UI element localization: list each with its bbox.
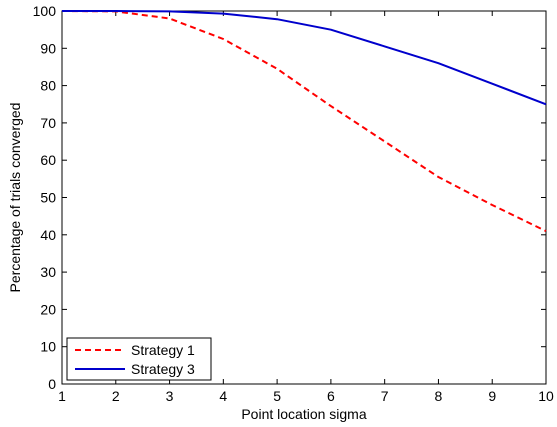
x-tick-label: 8	[435, 388, 443, 404]
plot-axes	[61, 10, 547, 385]
x-tick-label: 4	[219, 388, 227, 404]
legend-box	[66, 337, 212, 381]
series-layer	[61, 10, 547, 232]
x-tick-label: 10	[538, 388, 554, 404]
x-tick-label: 6	[327, 388, 335, 404]
x-axis-label: Point location sigma	[241, 406, 367, 422]
y-tick-label: 80	[40, 78, 56, 94]
y-tick-label: 10	[40, 339, 56, 355]
legend: Strategy 1 Strategy 3	[66, 337, 212, 381]
x-tick-label: 9	[488, 388, 496, 404]
y-tick-label: 30	[40, 264, 56, 280]
y-tick-label: 20	[40, 301, 56, 317]
y-tick-label: 90	[40, 40, 56, 56]
series-line-2	[62, 10, 547, 106]
y-axis-label: Percentage of trials converged	[7, 103, 23, 293]
y-tick-label: 60	[40, 152, 56, 168]
y-tick-label: 70	[40, 115, 56, 131]
x-tick-label: 3	[166, 388, 174, 404]
legend-label-1: Strategy 1	[131, 342, 195, 358]
x-tick-label: 7	[381, 388, 389, 404]
y-tick-label: 0	[48, 376, 56, 392]
plot-frame	[61, 10, 547, 385]
legend-label-2: Strategy 3	[131, 361, 195, 377]
y-tick-label: 50	[40, 190, 56, 206]
y-tick-label: 100	[33, 3, 57, 19]
series-line-1	[61, 10, 547, 232]
x-tick-label: 5	[273, 388, 281, 404]
y-tick-label: 40	[40, 227, 56, 243]
x-tick-label: 2	[112, 388, 120, 404]
x-tick-label: 1	[58, 388, 66, 404]
